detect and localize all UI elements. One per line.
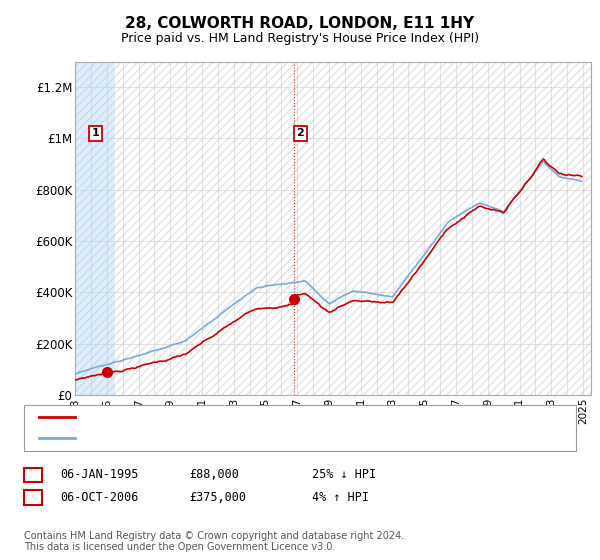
Text: 1: 1: [92, 128, 100, 138]
Text: 06-OCT-2006: 06-OCT-2006: [60, 491, 139, 504]
Text: 4% ↑ HPI: 4% ↑ HPI: [312, 491, 369, 504]
Text: 06-JAN-1995: 06-JAN-1995: [60, 468, 139, 482]
Text: Contains HM Land Registry data © Crown copyright and database right 2024.
This d: Contains HM Land Registry data © Crown c…: [24, 531, 404, 553]
Bar: [75, 62, 115, 395]
Text: 2: 2: [29, 491, 37, 504]
Text: 25% ↓ HPI: 25% ↓ HPI: [312, 468, 376, 482]
Text: £375,000: £375,000: [189, 491, 246, 504]
Text: 28, COLWORTH ROAD, LONDON, E11 1HY (detached house): 28, COLWORTH ROAD, LONDON, E11 1HY (deta…: [84, 412, 416, 422]
Bar: [75, 62, 591, 395]
Text: Price paid vs. HM Land Registry's House Price Index (HPI): Price paid vs. HM Land Registry's House …: [121, 32, 479, 45]
Text: 28, COLWORTH ROAD, LONDON, E11 1HY: 28, COLWORTH ROAD, LONDON, E11 1HY: [125, 16, 475, 31]
Text: £88,000: £88,000: [189, 468, 239, 482]
Text: 1: 1: [29, 468, 37, 482]
Text: 2: 2: [296, 128, 304, 138]
Text: HPI: Average price, detached house, Waltham Forest: HPI: Average price, detached house, Walt…: [84, 433, 377, 444]
